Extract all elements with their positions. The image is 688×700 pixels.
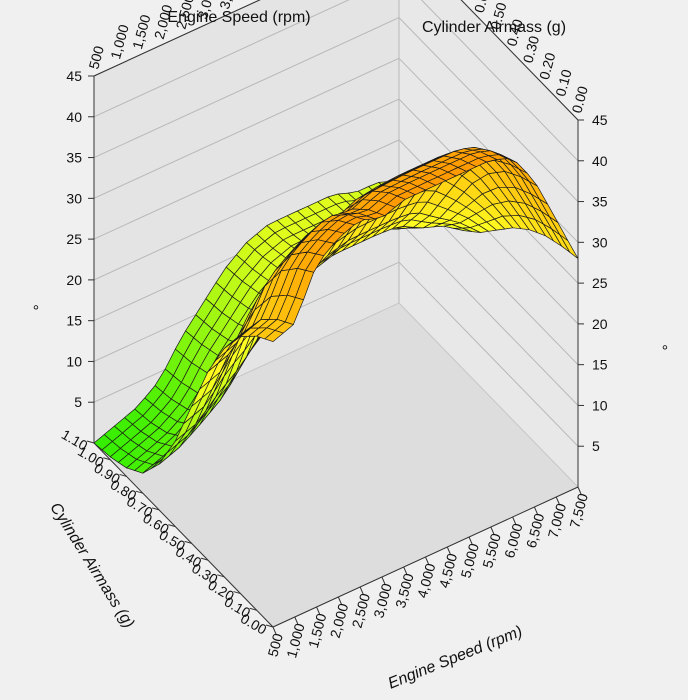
rpm-tick-label: 5,500 bbox=[479, 531, 504, 569]
airmass-tick-mark bbox=[135, 490, 143, 494]
z-axis-title-right: ° bbox=[662, 343, 668, 360]
z-axis-title-left: ° bbox=[33, 303, 39, 320]
airmass-tick-mark bbox=[184, 540, 192, 544]
rpm-tick-label: 3,000 bbox=[370, 581, 395, 619]
z-tick-label-right: 30 bbox=[592, 234, 608, 250]
rpm-tick-label: 5,000 bbox=[457, 541, 482, 579]
z-tick-label-right: 20 bbox=[592, 316, 608, 332]
airmass-tick-label-top: 0.30 bbox=[520, 34, 543, 65]
airmass-tick-label-top: 0.00 bbox=[568, 84, 591, 115]
z-tick-label-right: 25 bbox=[592, 275, 608, 291]
rpm-tick-mark bbox=[425, 556, 429, 565]
rpm-tick-mark bbox=[468, 536, 473, 545]
z-tick-label-left: 5 bbox=[74, 394, 82, 410]
rpm-tick-label: 1,500 bbox=[305, 611, 330, 649]
chart-axes bbox=[86, 0, 584, 635]
rpm-tick-mark bbox=[490, 526, 495, 535]
z-tick-label-right: 45 bbox=[592, 112, 608, 128]
airmass-tick-mark bbox=[86, 440, 95, 444]
rpm-tick-mark bbox=[381, 576, 386, 585]
airmass-tick-mark bbox=[265, 624, 274, 628]
airmass-tick-mark bbox=[103, 457, 111, 461]
rpm-tick-mark bbox=[512, 516, 517, 525]
z-tick-label-right: 40 bbox=[592, 153, 608, 169]
rpm-tick-label: 2,000 bbox=[327, 601, 352, 639]
airmass-axis-title-top: Cylinder Airmass (g) bbox=[422, 19, 566, 36]
rpm-tick-label-top: 500 bbox=[85, 44, 107, 71]
airmass-axis-title-bottom: Cylinder Airmass (g) bbox=[46, 500, 137, 631]
rpm-tick-label-top: 3,500 bbox=[216, 0, 241, 11]
chart-panes bbox=[93, 0, 579, 628]
rpm-axis-title-bottom: Engine Speed (rpm) bbox=[386, 623, 525, 692]
rpm-tick-label: 7,500 bbox=[566, 491, 591, 529]
rpm-tick-mark bbox=[577, 486, 582, 495]
rpm-tick-label: 7,000 bbox=[545, 501, 570, 539]
airmass-tick-label-top: 0.60 bbox=[471, 0, 494, 14]
rpm-tick-mark bbox=[316, 606, 321, 615]
rpm-tick-mark bbox=[446, 546, 451, 555]
rpm-tick-label-top: 1,000 bbox=[107, 23, 132, 61]
airmass-tick-label-top: 0.40 bbox=[503, 17, 526, 48]
rpm-axis-title-top: Engine Speed (rpm) bbox=[167, 9, 310, 26]
top-airmass-axis bbox=[460, 0, 579, 121]
airmass-tick-mark bbox=[233, 591, 241, 595]
airmass-tick-label-top: 0.10 bbox=[552, 67, 575, 98]
rpm-tick-label: 4,000 bbox=[414, 561, 439, 599]
z-tick-label-left: 45 bbox=[66, 68, 82, 84]
rpm-tick-label: 6,500 bbox=[523, 511, 548, 549]
z-tick-label-right: 35 bbox=[592, 194, 608, 210]
rpm-tick-label: 4,500 bbox=[436, 551, 461, 589]
airmass-tick-mark bbox=[200, 557, 209, 561]
z-gridline bbox=[93, 0, 579, 162]
surface-patch bbox=[264, 330, 284, 342]
rpm-tick-label: 2,500 bbox=[349, 591, 374, 629]
rpm-tick-label: 1,000 bbox=[283, 621, 308, 659]
rpm-tick-mark bbox=[294, 616, 299, 625]
z-tick-label-left: 20 bbox=[66, 272, 82, 288]
z-tick-label-left: 15 bbox=[66, 313, 82, 329]
rpm-tick-mark bbox=[337, 596, 342, 605]
rpm-tick-label: 3,500 bbox=[392, 571, 417, 609]
airmass-tick-mark bbox=[168, 524, 176, 528]
rpm-tick-label-top: 1,500 bbox=[129, 13, 154, 51]
z-tick-label-left: 30 bbox=[66, 190, 82, 206]
top-rpm-axis bbox=[93, 0, 261, 77]
rpm-tick-mark bbox=[272, 626, 277, 635]
airmass-tick-label-top: 0.50 bbox=[487, 0, 510, 31]
z-tick-label-left: 40 bbox=[66, 109, 82, 125]
z-tick-label-left: 35 bbox=[66, 150, 82, 166]
airmass-tick-mark bbox=[119, 473, 127, 477]
rpm-tick-mark bbox=[359, 586, 364, 595]
front-airmass-axis bbox=[93, 442, 274, 628]
airmass-tick-mark bbox=[249, 607, 257, 611]
rpm-tick-label-top: 4,000 bbox=[238, 0, 263, 1]
rpm-tick-label: 500 bbox=[264, 631, 286, 658]
rpm-tick-mark bbox=[555, 496, 560, 505]
airmass-tick-mark bbox=[217, 574, 225, 578]
surface-mesh bbox=[93, 147, 579, 474]
z-tick-label-left: 25 bbox=[66, 231, 82, 247]
rpm-tick-label: 6,000 bbox=[501, 521, 526, 559]
rpm-tick-mark bbox=[533, 506, 538, 515]
z-tick-label-right: 15 bbox=[592, 357, 608, 373]
rpm-tick-mark bbox=[403, 566, 408, 575]
airmass-tick-label-top: 0.20 bbox=[536, 51, 559, 82]
z-tick-label-right: 10 bbox=[592, 397, 608, 413]
airmass-tick-mark bbox=[151, 507, 160, 511]
z-tick-label-left: 10 bbox=[66, 353, 82, 369]
z-tick-label-right: 5 bbox=[592, 438, 600, 454]
